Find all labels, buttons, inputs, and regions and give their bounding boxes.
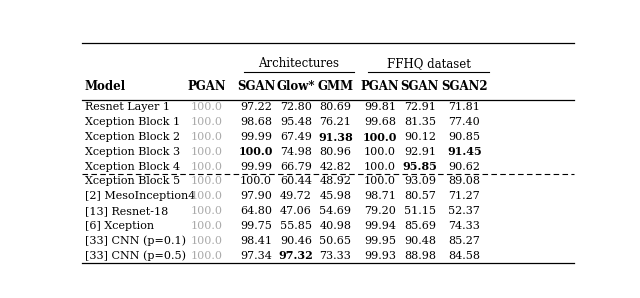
Text: Xception Block 4: Xception Block 4 (85, 162, 180, 172)
Text: Xception Block 1: Xception Block 1 (85, 117, 180, 127)
Text: 99.95: 99.95 (364, 236, 396, 246)
Text: 49.72: 49.72 (280, 191, 312, 201)
Text: 91.45: 91.45 (447, 146, 482, 157)
Text: 100.0: 100.0 (191, 147, 223, 157)
Text: 72.80: 72.80 (280, 103, 312, 112)
Text: 100.0: 100.0 (191, 162, 223, 172)
Text: 93.09: 93.09 (404, 176, 436, 187)
Text: 51.15: 51.15 (404, 206, 436, 216)
Text: 100.0: 100.0 (191, 191, 223, 201)
Text: 99.99: 99.99 (240, 132, 272, 142)
Text: 47.06: 47.06 (280, 206, 312, 216)
Text: 98.68: 98.68 (240, 117, 272, 127)
Text: 99.81: 99.81 (364, 103, 396, 112)
Text: 81.35: 81.35 (404, 117, 436, 127)
Text: 84.58: 84.58 (449, 251, 481, 260)
Text: Xception Block 2: Xception Block 2 (85, 132, 180, 142)
Text: [13] Resnet-18: [13] Resnet-18 (85, 206, 168, 216)
Text: 95.48: 95.48 (280, 117, 312, 127)
Text: 99.93: 99.93 (364, 251, 396, 260)
Text: 60.44: 60.44 (280, 176, 312, 187)
Text: 100.0: 100.0 (364, 147, 396, 157)
Text: 98.71: 98.71 (364, 191, 396, 201)
Text: 80.69: 80.69 (319, 103, 351, 112)
Text: 52.37: 52.37 (449, 206, 481, 216)
Text: 40.98: 40.98 (319, 221, 351, 231)
Text: 99.99: 99.99 (240, 162, 272, 172)
Text: 97.90: 97.90 (240, 191, 272, 201)
Text: 90.12: 90.12 (404, 132, 436, 142)
Text: 97.34: 97.34 (240, 251, 272, 260)
Text: [33] CNN (p=0.1): [33] CNN (p=0.1) (85, 235, 186, 246)
Text: 42.82: 42.82 (319, 162, 351, 172)
Text: Resnet Layer 1: Resnet Layer 1 (85, 103, 170, 112)
Text: 100.0: 100.0 (191, 221, 223, 231)
Text: 97.32: 97.32 (278, 250, 313, 261)
Text: 74.98: 74.98 (280, 147, 312, 157)
Text: 89.08: 89.08 (449, 176, 481, 187)
Text: 79.20: 79.20 (364, 206, 396, 216)
Text: [2] MesoInception4: [2] MesoInception4 (85, 191, 195, 201)
Text: 45.98: 45.98 (319, 191, 351, 201)
Text: 64.80: 64.80 (240, 206, 272, 216)
Text: 90.85: 90.85 (449, 132, 481, 142)
Text: 98.41: 98.41 (240, 236, 272, 246)
Text: Xception Block 5: Xception Block 5 (85, 176, 180, 187)
Text: 73.33: 73.33 (319, 251, 351, 260)
Text: 100.0: 100.0 (191, 117, 223, 127)
Text: 95.85: 95.85 (403, 161, 437, 172)
Text: 100.0: 100.0 (363, 131, 397, 142)
Text: SGAN: SGAN (237, 80, 275, 93)
Text: 100.0: 100.0 (191, 236, 223, 246)
Text: 71.27: 71.27 (449, 191, 480, 201)
Text: 88.98: 88.98 (404, 251, 436, 260)
Text: 85.69: 85.69 (404, 221, 436, 231)
Text: 74.33: 74.33 (449, 221, 481, 231)
Text: Glow*: Glow* (276, 80, 315, 93)
Text: PGAN: PGAN (187, 80, 226, 93)
Text: PGAN: PGAN (361, 80, 399, 93)
Text: 55.85: 55.85 (280, 221, 312, 231)
Text: 100.0: 100.0 (191, 251, 223, 260)
Text: [33] CNN (p=0.5): [33] CNN (p=0.5) (85, 250, 186, 261)
Text: 76.21: 76.21 (319, 117, 351, 127)
Text: 77.40: 77.40 (449, 117, 480, 127)
Text: Model: Model (85, 80, 126, 93)
Text: 100.0: 100.0 (191, 103, 223, 112)
Text: 100.0: 100.0 (240, 176, 272, 187)
Text: 80.96: 80.96 (319, 147, 351, 157)
Text: 100.0: 100.0 (239, 146, 273, 157)
Text: 99.75: 99.75 (240, 221, 272, 231)
Text: 100.0: 100.0 (364, 176, 396, 187)
Text: 90.62: 90.62 (449, 162, 481, 172)
Text: 90.48: 90.48 (404, 236, 436, 246)
Text: 91.38: 91.38 (318, 131, 353, 142)
Text: 100.0: 100.0 (191, 206, 223, 216)
Text: Xception Block 3: Xception Block 3 (85, 147, 180, 157)
Text: 99.68: 99.68 (364, 117, 396, 127)
Text: 85.27: 85.27 (449, 236, 481, 246)
Text: Architectures: Architectures (259, 57, 339, 70)
Text: 72.91: 72.91 (404, 103, 436, 112)
Text: GMM: GMM (317, 80, 353, 93)
Text: [6] Xception: [6] Xception (85, 221, 154, 231)
Text: 54.69: 54.69 (319, 206, 351, 216)
Text: 90.46: 90.46 (280, 236, 312, 246)
Text: 67.49: 67.49 (280, 132, 312, 142)
Text: 48.92: 48.92 (319, 176, 351, 187)
Text: 100.0: 100.0 (191, 132, 223, 142)
Text: 92.91: 92.91 (404, 147, 436, 157)
Text: 50.65: 50.65 (319, 236, 351, 246)
Text: 71.81: 71.81 (449, 103, 481, 112)
Text: 66.79: 66.79 (280, 162, 312, 172)
Text: SGAN2: SGAN2 (441, 80, 488, 93)
Text: 100.0: 100.0 (364, 162, 396, 172)
Text: SGAN: SGAN (401, 80, 439, 93)
Text: 99.94: 99.94 (364, 221, 396, 231)
Text: 97.22: 97.22 (240, 103, 272, 112)
Text: FFHQ dataset: FFHQ dataset (387, 57, 470, 70)
Text: 80.57: 80.57 (404, 191, 436, 201)
Text: 100.0: 100.0 (191, 176, 223, 187)
